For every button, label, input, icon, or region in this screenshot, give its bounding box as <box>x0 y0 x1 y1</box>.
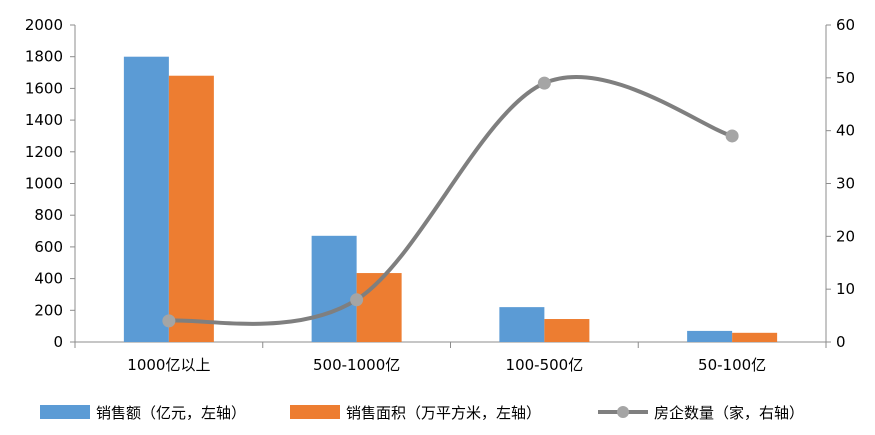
bars <box>123 56 778 342</box>
x-tick-label: 50-100亿 <box>698 356 766 374</box>
legend-label-0: 销售额（亿元，左轴） <box>96 404 246 422</box>
x-tick-label: 100-500亿 <box>506 356 584 374</box>
right-tick-label: 20 <box>836 227 855 245</box>
line-series <box>162 75 739 328</box>
left-tick-label: 2000 <box>25 16 63 34</box>
left-tick-label: 600 <box>34 238 63 256</box>
left-tick-label: 1000 <box>25 175 63 193</box>
legend-label-2: 房企数量（家，右轴） <box>654 404 804 422</box>
x-tick-label: 500-1000亿 <box>313 356 400 374</box>
line-company-count <box>166 75 735 326</box>
left-tick-label: 800 <box>34 206 63 224</box>
right-tick-label: 0 <box>836 333 846 351</box>
bar-sales-area <box>544 319 590 342</box>
legend-swatch-0 <box>40 405 90 419</box>
left-tick-label: 0 <box>53 333 63 351</box>
line-point-company-count <box>725 129 739 143</box>
right-tick-label: 60 <box>836 16 855 34</box>
bar-sales-amount <box>123 56 169 342</box>
bar-sales-area <box>168 75 214 342</box>
right-tick-label: 50 <box>836 69 855 87</box>
bar-sales-amount <box>499 307 545 342</box>
legend-swatch-1 <box>290 405 340 419</box>
legend-swatch-marker <box>617 406 629 418</box>
bar-sales-area <box>732 332 778 342</box>
line-point-company-count <box>162 314 176 328</box>
bar-sales-amount <box>311 235 357 342</box>
line-point-company-count <box>537 76 551 90</box>
legend: 销售额（亿元，左轴） 销售面积（万平方米，左轴） 房企数量（家，右轴） <box>40 404 804 422</box>
right-tick-label: 30 <box>836 175 855 193</box>
left-tick-label: 1400 <box>25 111 63 129</box>
x-tick-label: 1000亿以上 <box>127 356 210 374</box>
line-point-company-count <box>350 293 364 307</box>
left-tick-label: 200 <box>34 301 63 319</box>
bar-sales-area <box>356 273 402 342</box>
right-tick-label: 10 <box>836 280 855 298</box>
bar-sales-amount <box>687 330 733 342</box>
left-tick-label: 1200 <box>25 143 63 161</box>
axes: 0 200 400 600 800 1000 1200 1400 1600 1800 2000 0 10… <box>25 16 855 374</box>
right-tick-label: 40 <box>836 122 855 140</box>
left-tick-label: 1800 <box>25 48 63 66</box>
legend-label-1: 销售面积（万平方米，左轴） <box>346 404 541 422</box>
left-tick-label: 1600 <box>25 79 63 97</box>
left-tick-label: 400 <box>34 270 63 288</box>
